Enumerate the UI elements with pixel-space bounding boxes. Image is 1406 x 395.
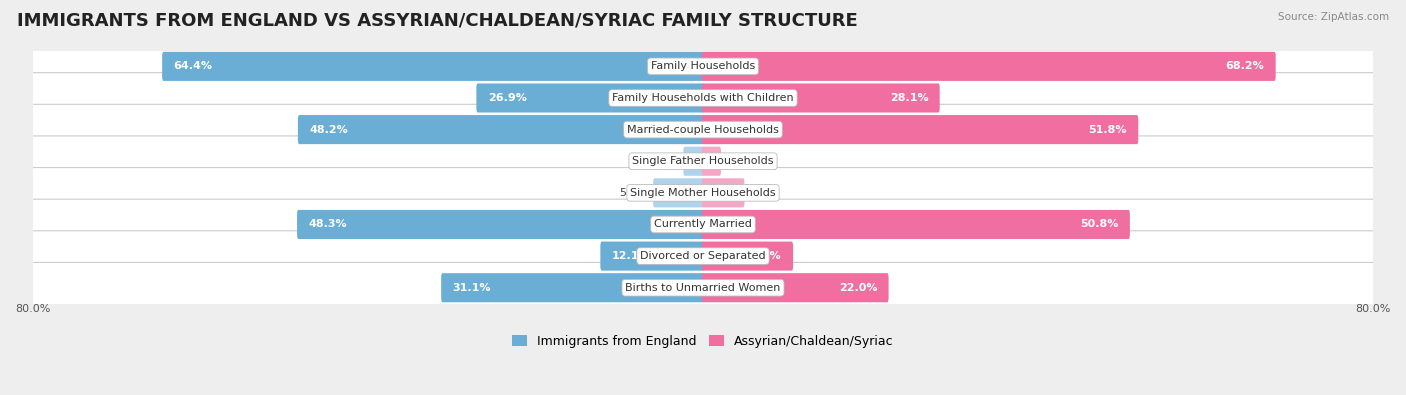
FancyBboxPatch shape [702, 273, 889, 302]
FancyBboxPatch shape [30, 41, 1376, 92]
Text: IMMIGRANTS FROM ENGLAND VS ASSYRIAN/CHALDEAN/SYRIAC FAMILY STRUCTURE: IMMIGRANTS FROM ENGLAND VS ASSYRIAN/CHAL… [17, 12, 858, 30]
Text: Family Households with Children: Family Households with Children [612, 93, 794, 103]
Text: 80.0%: 80.0% [15, 303, 51, 314]
Text: Divorced or Separated: Divorced or Separated [640, 251, 766, 261]
Text: 80.0%: 80.0% [1355, 303, 1391, 314]
FancyBboxPatch shape [702, 178, 744, 207]
Text: 12.1%: 12.1% [612, 251, 651, 261]
Text: 50.8%: 50.8% [1080, 220, 1119, 229]
Text: Source: ZipAtlas.com: Source: ZipAtlas.com [1278, 12, 1389, 22]
Text: 64.4%: 64.4% [173, 61, 212, 71]
FancyBboxPatch shape [477, 83, 704, 113]
Text: Single Father Households: Single Father Households [633, 156, 773, 166]
Text: Currently Married: Currently Married [654, 220, 752, 229]
Text: Family Households: Family Households [651, 61, 755, 71]
Legend: Immigrants from England, Assyrian/Chaldean/Syriac: Immigrants from England, Assyrian/Chalde… [508, 330, 898, 353]
Text: 5.8%: 5.8% [619, 188, 648, 198]
Text: 68.2%: 68.2% [1226, 61, 1264, 71]
FancyBboxPatch shape [702, 52, 1275, 81]
FancyBboxPatch shape [30, 104, 1376, 155]
FancyBboxPatch shape [702, 83, 939, 113]
Text: Single Mother Households: Single Mother Households [630, 188, 776, 198]
FancyBboxPatch shape [30, 167, 1376, 218]
FancyBboxPatch shape [702, 210, 1130, 239]
FancyBboxPatch shape [702, 242, 793, 271]
Text: 26.9%: 26.9% [488, 93, 526, 103]
Text: 10.6%: 10.6% [744, 251, 782, 261]
FancyBboxPatch shape [441, 273, 704, 302]
FancyBboxPatch shape [30, 199, 1376, 250]
Text: 31.1%: 31.1% [453, 283, 491, 293]
Text: 4.8%: 4.8% [749, 188, 779, 198]
Text: 48.2%: 48.2% [309, 124, 347, 135]
FancyBboxPatch shape [702, 115, 1139, 144]
Text: 22.0%: 22.0% [839, 283, 877, 293]
FancyBboxPatch shape [702, 147, 721, 176]
Text: Births to Unmarried Women: Births to Unmarried Women [626, 283, 780, 293]
FancyBboxPatch shape [600, 242, 704, 271]
Text: Married-couple Households: Married-couple Households [627, 124, 779, 135]
FancyBboxPatch shape [30, 262, 1376, 313]
Text: 51.8%: 51.8% [1088, 124, 1128, 135]
FancyBboxPatch shape [683, 147, 704, 176]
FancyBboxPatch shape [297, 210, 704, 239]
Text: 28.1%: 28.1% [890, 93, 928, 103]
Text: 48.3%: 48.3% [308, 220, 347, 229]
Text: 2.0%: 2.0% [727, 156, 755, 166]
FancyBboxPatch shape [654, 178, 704, 207]
FancyBboxPatch shape [298, 115, 704, 144]
FancyBboxPatch shape [30, 136, 1376, 186]
Text: 2.2%: 2.2% [650, 156, 678, 166]
FancyBboxPatch shape [30, 231, 1376, 281]
FancyBboxPatch shape [30, 73, 1376, 123]
FancyBboxPatch shape [162, 52, 704, 81]
